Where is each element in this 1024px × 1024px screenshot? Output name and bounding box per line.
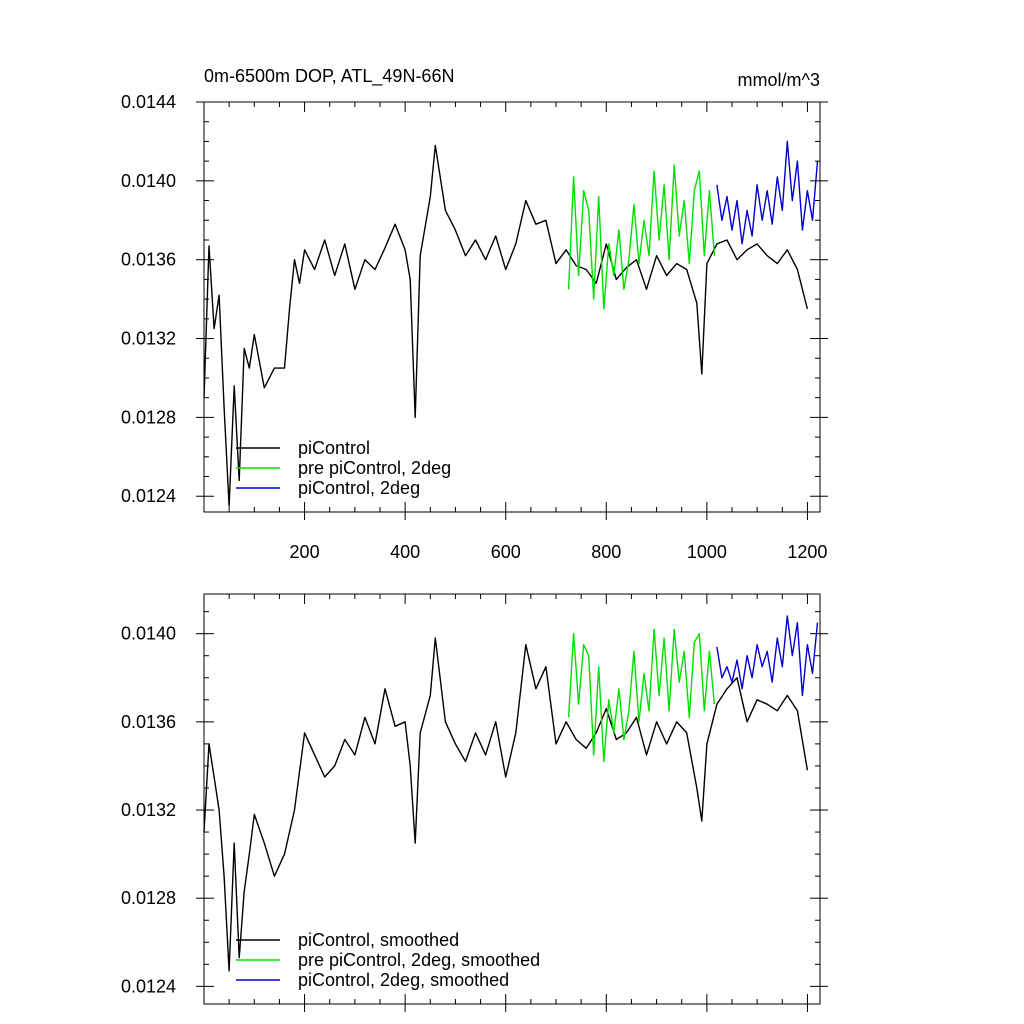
y-tick-label: 0.0132 (121, 800, 176, 820)
legend-label: piControl, smoothed (298, 930, 459, 950)
x-tick-label: 400 (390, 542, 420, 562)
x-tick-label: 1000 (687, 542, 727, 562)
y-tick-label: 0.0136 (121, 250, 176, 270)
y-tick-label: 0.0124 (121, 486, 176, 506)
y-tick-label: 0.0144 (121, 92, 176, 112)
legend-label: piControl, 2deg (298, 478, 420, 498)
x-tick-label: 200 (290, 542, 320, 562)
legend-label: piControl, 2deg, smoothed (298, 970, 509, 990)
y-tick-label: 0.0132 (121, 329, 176, 349)
bottom-panel: 0.0124 0.0128 0.0132 0.0136 0.0140 piControl… (121, 593, 828, 1012)
units-label: mmol/m^3 (738, 70, 820, 90)
x-tick-label: 1200 (787, 542, 827, 562)
y-tick-label: 0.0128 (121, 407, 176, 427)
plot-frame (203, 593, 821, 1005)
chart-title: 0m-6500m DOP, ATL_49N-66N (204, 66, 454, 87)
x-tick-label: 600 (491, 542, 521, 562)
axis-ticks: 200 400 600 800 1000 1200 0.0124 0.0128 0.0132 0.… (121, 92, 828, 562)
y-tick-label: 0.0140 (121, 624, 176, 644)
series-line-1 (567, 164, 716, 310)
series-line-1 (567, 628, 716, 763)
axis-ticks: 0.0124 0.0128 0.0132 0.0136 0.0140 (121, 594, 828, 1012)
y-tick-label: 0.0140 (121, 171, 176, 191)
series-line-2 (716, 615, 819, 697)
plot-frame (203, 101, 821, 513)
plot-area (203, 615, 819, 972)
legend-label: pre piControl, 2deg, smoothed (298, 950, 540, 970)
series-line-2 (716, 140, 819, 245)
x-tick-label: 800 (591, 542, 621, 562)
y-tick-label: 0.0124 (121, 976, 176, 996)
legend-label: piControl (298, 438, 370, 458)
plot-area (203, 140, 819, 507)
legend-label: pre piControl, 2deg (298, 458, 451, 478)
y-tick-label: 0.0136 (121, 712, 176, 732)
series-line-0 (203, 144, 809, 507)
series-line-0 (203, 637, 809, 972)
top-panel: 0m-6500m DOP, ATL_49N-66N mmol/m^3 200 40… (121, 66, 828, 562)
y-tick-label: 0.0128 (121, 888, 176, 908)
